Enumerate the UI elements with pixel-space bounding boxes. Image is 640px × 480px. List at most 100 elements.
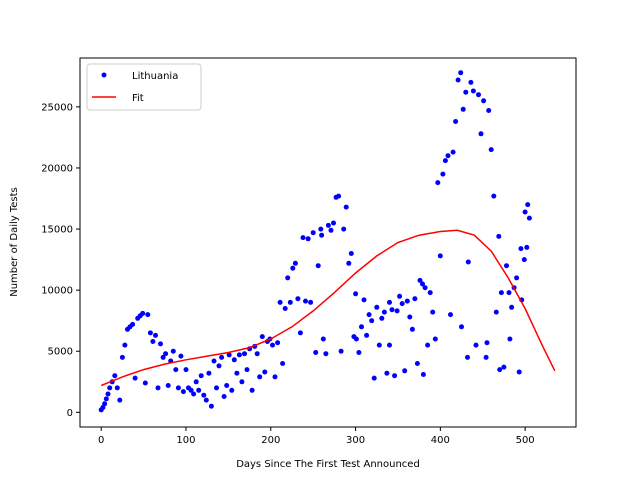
- data-point: [404, 298, 410, 304]
- data-point: [239, 379, 245, 385]
- x-tick-label: 100: [176, 435, 195, 446]
- data-point: [498, 290, 504, 296]
- data-point: [518, 246, 524, 252]
- data-point: [313, 350, 319, 355]
- data-point: [417, 277, 423, 283]
- data-point: [280, 361, 286, 366]
- data-point: [229, 387, 235, 393]
- data-point: [328, 227, 334, 233]
- data-point: [303, 298, 308, 304]
- data-point: [521, 257, 527, 263]
- data-point: [389, 307, 395, 313]
- data-point: [437, 253, 443, 259]
- y-tick-label: 10000: [41, 286, 73, 297]
- data-point: [231, 357, 237, 363]
- y-tick-label: 25000: [41, 102, 73, 113]
- data-point: [420, 281, 425, 287]
- data-point: [234, 370, 240, 376]
- data-point: [107, 385, 113, 391]
- data-point: [208, 403, 214, 409]
- data-point: [262, 369, 268, 375]
- data-point: [481, 98, 487, 104]
- data-point: [277, 299, 283, 305]
- data-point: [381, 309, 387, 315]
- data-point: [130, 321, 136, 327]
- data-point: [427, 290, 433, 296]
- data-point: [430, 309, 436, 315]
- data-point: [356, 350, 362, 355]
- data-point: [331, 220, 336, 226]
- data-point: [122, 342, 128, 348]
- data-point: [442, 158, 448, 164]
- data-point: [470, 88, 476, 94]
- data-point: [300, 235, 306, 241]
- data-point: [465, 259, 471, 265]
- data-point: [412, 296, 418, 302]
- data-point: [140, 310, 146, 316]
- data-point: [292, 260, 298, 266]
- data-point: [221, 394, 227, 399]
- data-point: [153, 332, 158, 338]
- data-point: [160, 354, 166, 360]
- data-point: [175, 385, 181, 391]
- data-point: [323, 351, 329, 357]
- data-point: [216, 363, 222, 369]
- data-point: [514, 275, 520, 281]
- data-point: [341, 226, 347, 232]
- data-point: [196, 387, 202, 393]
- data-point: [244, 367, 250, 373]
- data-point: [214, 385, 219, 391]
- data-point: [319, 232, 325, 238]
- data-point: [224, 383, 230, 388]
- y-axis-ticks: 0 5000 10000 15000 20000 25000: [41, 102, 80, 419]
- data-point: [346, 260, 352, 266]
- data-point: [282, 306, 288, 311]
- y-tick-label: 15000: [41, 225, 73, 236]
- data-point: [468, 79, 474, 85]
- data-point: [206, 370, 212, 376]
- data-point: [384, 370, 390, 376]
- data-point: [117, 397, 123, 403]
- data-point: [402, 368, 408, 374]
- data-point: [506, 290, 512, 296]
- data-point: [270, 342, 275, 348]
- data-point: [440, 171, 446, 177]
- data-point: [103, 396, 109, 402]
- data-point: [450, 149, 456, 155]
- data-point: [353, 336, 359, 342]
- data-point: [114, 385, 120, 391]
- data-point: [147, 330, 153, 336]
- data-point: [132, 375, 138, 381]
- data-point: [453, 119, 459, 124]
- data-point: [343, 204, 349, 210]
- data-point: [448, 312, 453, 318]
- data-point: [353, 291, 359, 297]
- data-point: [525, 202, 531, 208]
- data-point: [257, 374, 263, 380]
- data-point: [105, 391, 111, 397]
- legend-label-fit: Fit: [132, 93, 144, 104]
- legend-label-lithuania: Lithuania: [132, 71, 178, 82]
- data-point: [364, 332, 370, 338]
- data-point: [522, 209, 528, 215]
- data-point: [526, 215, 532, 221]
- data-point: [376, 342, 382, 348]
- data-point: [173, 367, 179, 373]
- data-point: [387, 299, 392, 305]
- data-point: [463, 89, 469, 95]
- data-point: [155, 385, 161, 391]
- y-tick-label: 5000: [48, 347, 73, 358]
- data-point: [310, 230, 316, 236]
- data-point: [211, 358, 217, 364]
- data-point: [397, 293, 403, 299]
- data-point: [112, 373, 118, 379]
- x-tick-label: 500: [516, 435, 535, 446]
- data-point: [435, 180, 441, 186]
- data-point: [145, 312, 151, 318]
- data-point: [459, 324, 464, 330]
- data-point: [394, 308, 400, 314]
- x-tick-label: 200: [261, 435, 280, 446]
- data-point: [165, 383, 171, 388]
- data-point: [486, 108, 492, 113]
- data-point: [369, 318, 375, 324]
